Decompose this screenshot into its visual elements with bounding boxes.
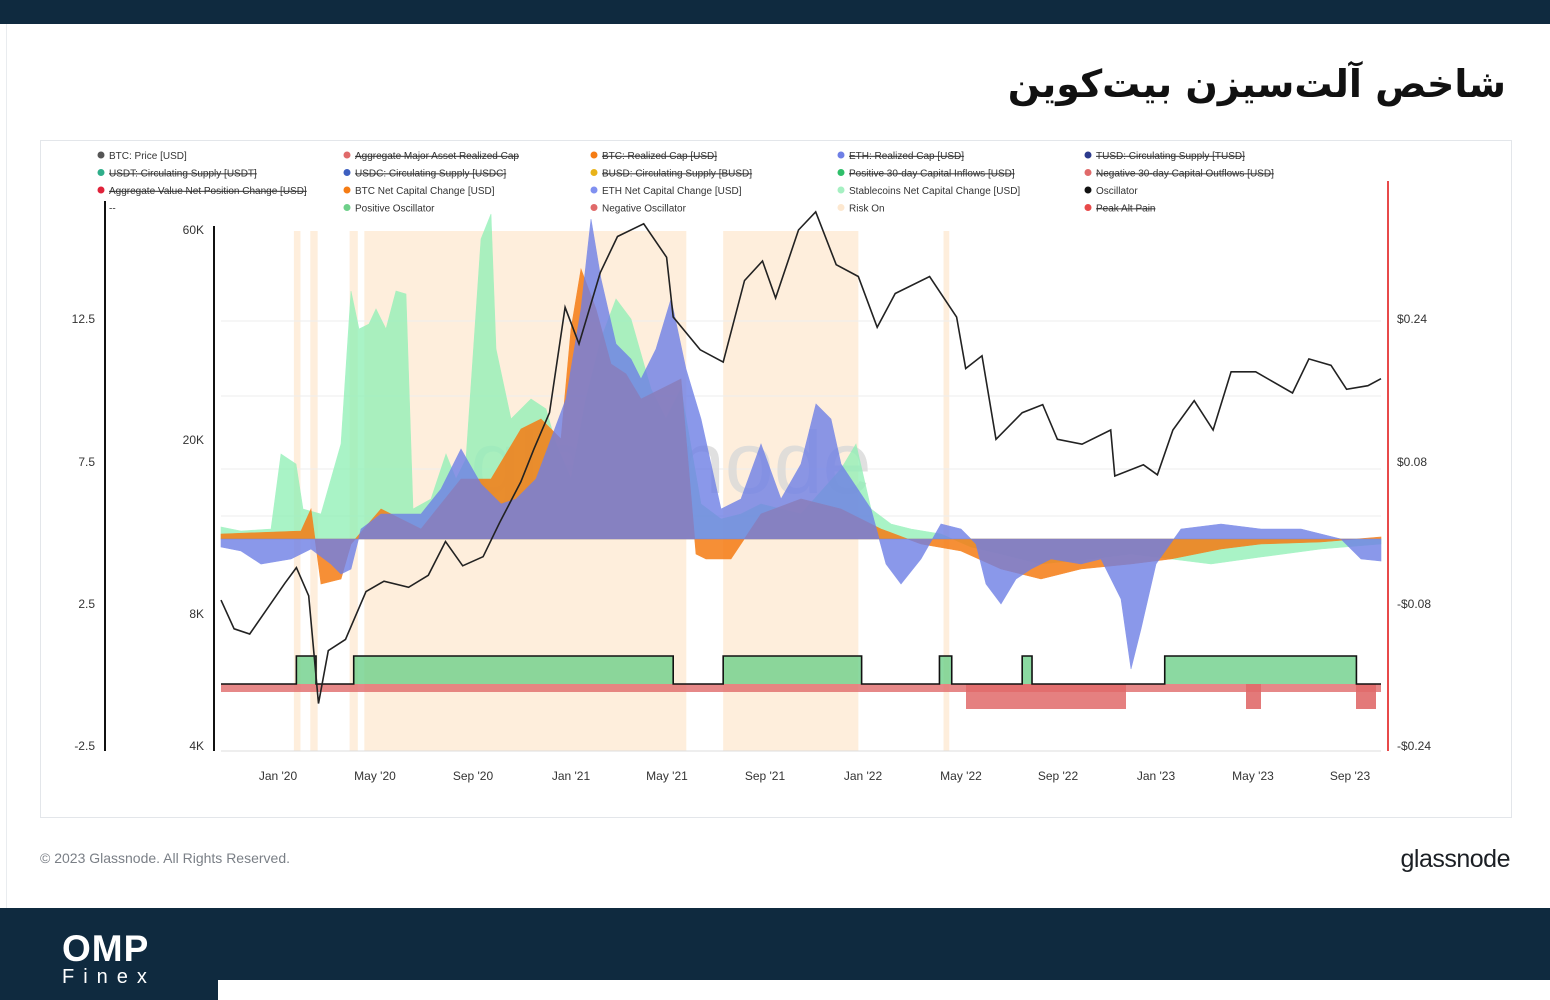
legend-label: Aggregate Value Net Position Change [USD… [109,186,307,197]
risk-on-band-5 [943,231,950,751]
oscillator-tick-label: 7.5 [78,455,95,469]
x-tick-label: Jan '20 [259,769,298,783]
eth-net-capital-area [220,218,1382,670]
price-tick-label: 4K [189,739,204,753]
legend-marker [837,204,845,211]
legend-label: -- [109,204,116,215]
oscillator-tick-label: 12.5 [72,312,96,326]
omp-logo[interactable]: OMP [62,928,150,969]
axis-labels: Jan '20 May '20 Sep '20 Jan '21 May '21 Sep '… [72,223,1432,783]
negative-oscillator-dip-3 [1356,684,1376,709]
positive-oscillator-block-4 [1022,656,1033,684]
x-tick-label: Sep '20 [453,769,494,783]
legend-marker [1084,151,1092,159]
legend-label: USDC: Circulating Supply [USDC] [355,169,506,180]
positive-oscillator-block-0 [296,656,317,684]
x-tick-label: May '20 [354,769,396,783]
positive-oscillator-block-3 [939,656,952,684]
legend-marker [590,204,598,211]
legend: BTC: Price [USD] Aggregate Major Asset Re… [97,151,1274,215]
legend-label: BTC Net Capital Change [USD] [355,186,495,197]
legend-marker [343,204,351,211]
x-tick-label: Jan '22 [844,769,883,783]
legend-label: TUSD: Circulating Supply [TUSD] [1096,151,1245,162]
legend-marker [97,151,105,159]
x-tick-label: Sep '21 [745,769,786,783]
legend-marker [97,186,105,194]
legend-label: BTC: Realized Cap [USD] [602,151,717,162]
right-tick-label: $0.08 [1397,455,1427,469]
legend-label: ETH: Realized Cap [USD] [849,151,964,162]
price-tick-label: 8K [189,607,204,621]
negative-oscillator-block-main [966,684,1126,709]
oscillator-tick-label: 2.5 [78,597,95,611]
negative-oscillator-dip-2 [1246,684,1261,709]
legend-marker [590,169,598,176]
glassnode-logo[interactable]: glassnode [1400,845,1511,873]
risk-on-band-1 [310,231,318,751]
copyright-text: © 2023 Glassnode. All Rights Reserved. [40,850,291,866]
legend-label: Negative 30-day Capital Outflows [USD] [1096,169,1274,180]
legend-marker [1084,186,1092,194]
legend-marker [837,186,845,194]
x-tick-label: Jan '21 [552,769,591,783]
price-tick-label: 60K [183,223,204,237]
negative-oscillator-base [221,684,1381,692]
legend-marker [343,151,351,159]
legend-marker [837,151,845,159]
x-tick-label: Sep '23 [1330,769,1371,783]
legend-marker [590,186,598,194]
positive-oscillator-block-1 [353,656,674,684]
oscillator-tick-label: -2.5 [74,739,95,753]
legend-label: Positive Oscillator [355,204,435,215]
legend-label: Aggregate Major Asset Realized Cap [355,151,519,162]
finex-logo-text: Finex [62,966,156,988]
legend-label: Negative Oscillator [602,204,687,215]
x-tick-label: May '23 [1232,769,1274,783]
x-tick-label: Jan '23 [1137,769,1176,783]
btc-price-line [220,210,1382,704]
legend-marker [1084,204,1092,211]
legend-label: Positive 30-day Capital Inflows [USD] [849,169,1015,180]
legend-label: ETH Net Capital Change [USD] [602,186,742,197]
positive-oscillator-block-2 [723,656,862,684]
right-tick-label: $0.24 [1397,312,1427,326]
legend-label: Risk On [849,204,885,215]
legend-label: Oscillator [1096,186,1138,197]
top-bar [0,0,1550,24]
right-tick-label: -$0.08 [1397,597,1431,611]
x-tick-label: May '22 [940,769,982,783]
x-tick-label: Sep '22 [1038,769,1079,783]
legend-marker [590,151,598,159]
x-tick-label: May '21 [646,769,688,783]
price-tick-label: 20K [183,433,204,447]
legend-label: BUSD: Circulating Supply [BUSD] [602,169,752,180]
right-tick-label: -$0.24 [1397,739,1431,753]
legend-marker [343,186,351,194]
legend-marker [97,169,105,176]
legend-label: Peak Alt Pain [1096,204,1155,215]
legend-marker [343,169,351,176]
legend-label: BTC: Price [USD] [109,151,187,162]
legend-marker [837,169,845,176]
bottom-white-strip [218,980,1550,1000]
legend-marker [1084,169,1092,176]
legend-label: Stablecoins Net Capital Change [USD] [849,186,1020,197]
legend-label: USDT: Circulating Supply [USDT] [109,169,257,180]
page-title: شاخص آلت‌سیزن بیت‌کوین [1007,62,1506,106]
positive-oscillator-block-5 [1164,656,1357,684]
left-divider [6,24,7,908]
